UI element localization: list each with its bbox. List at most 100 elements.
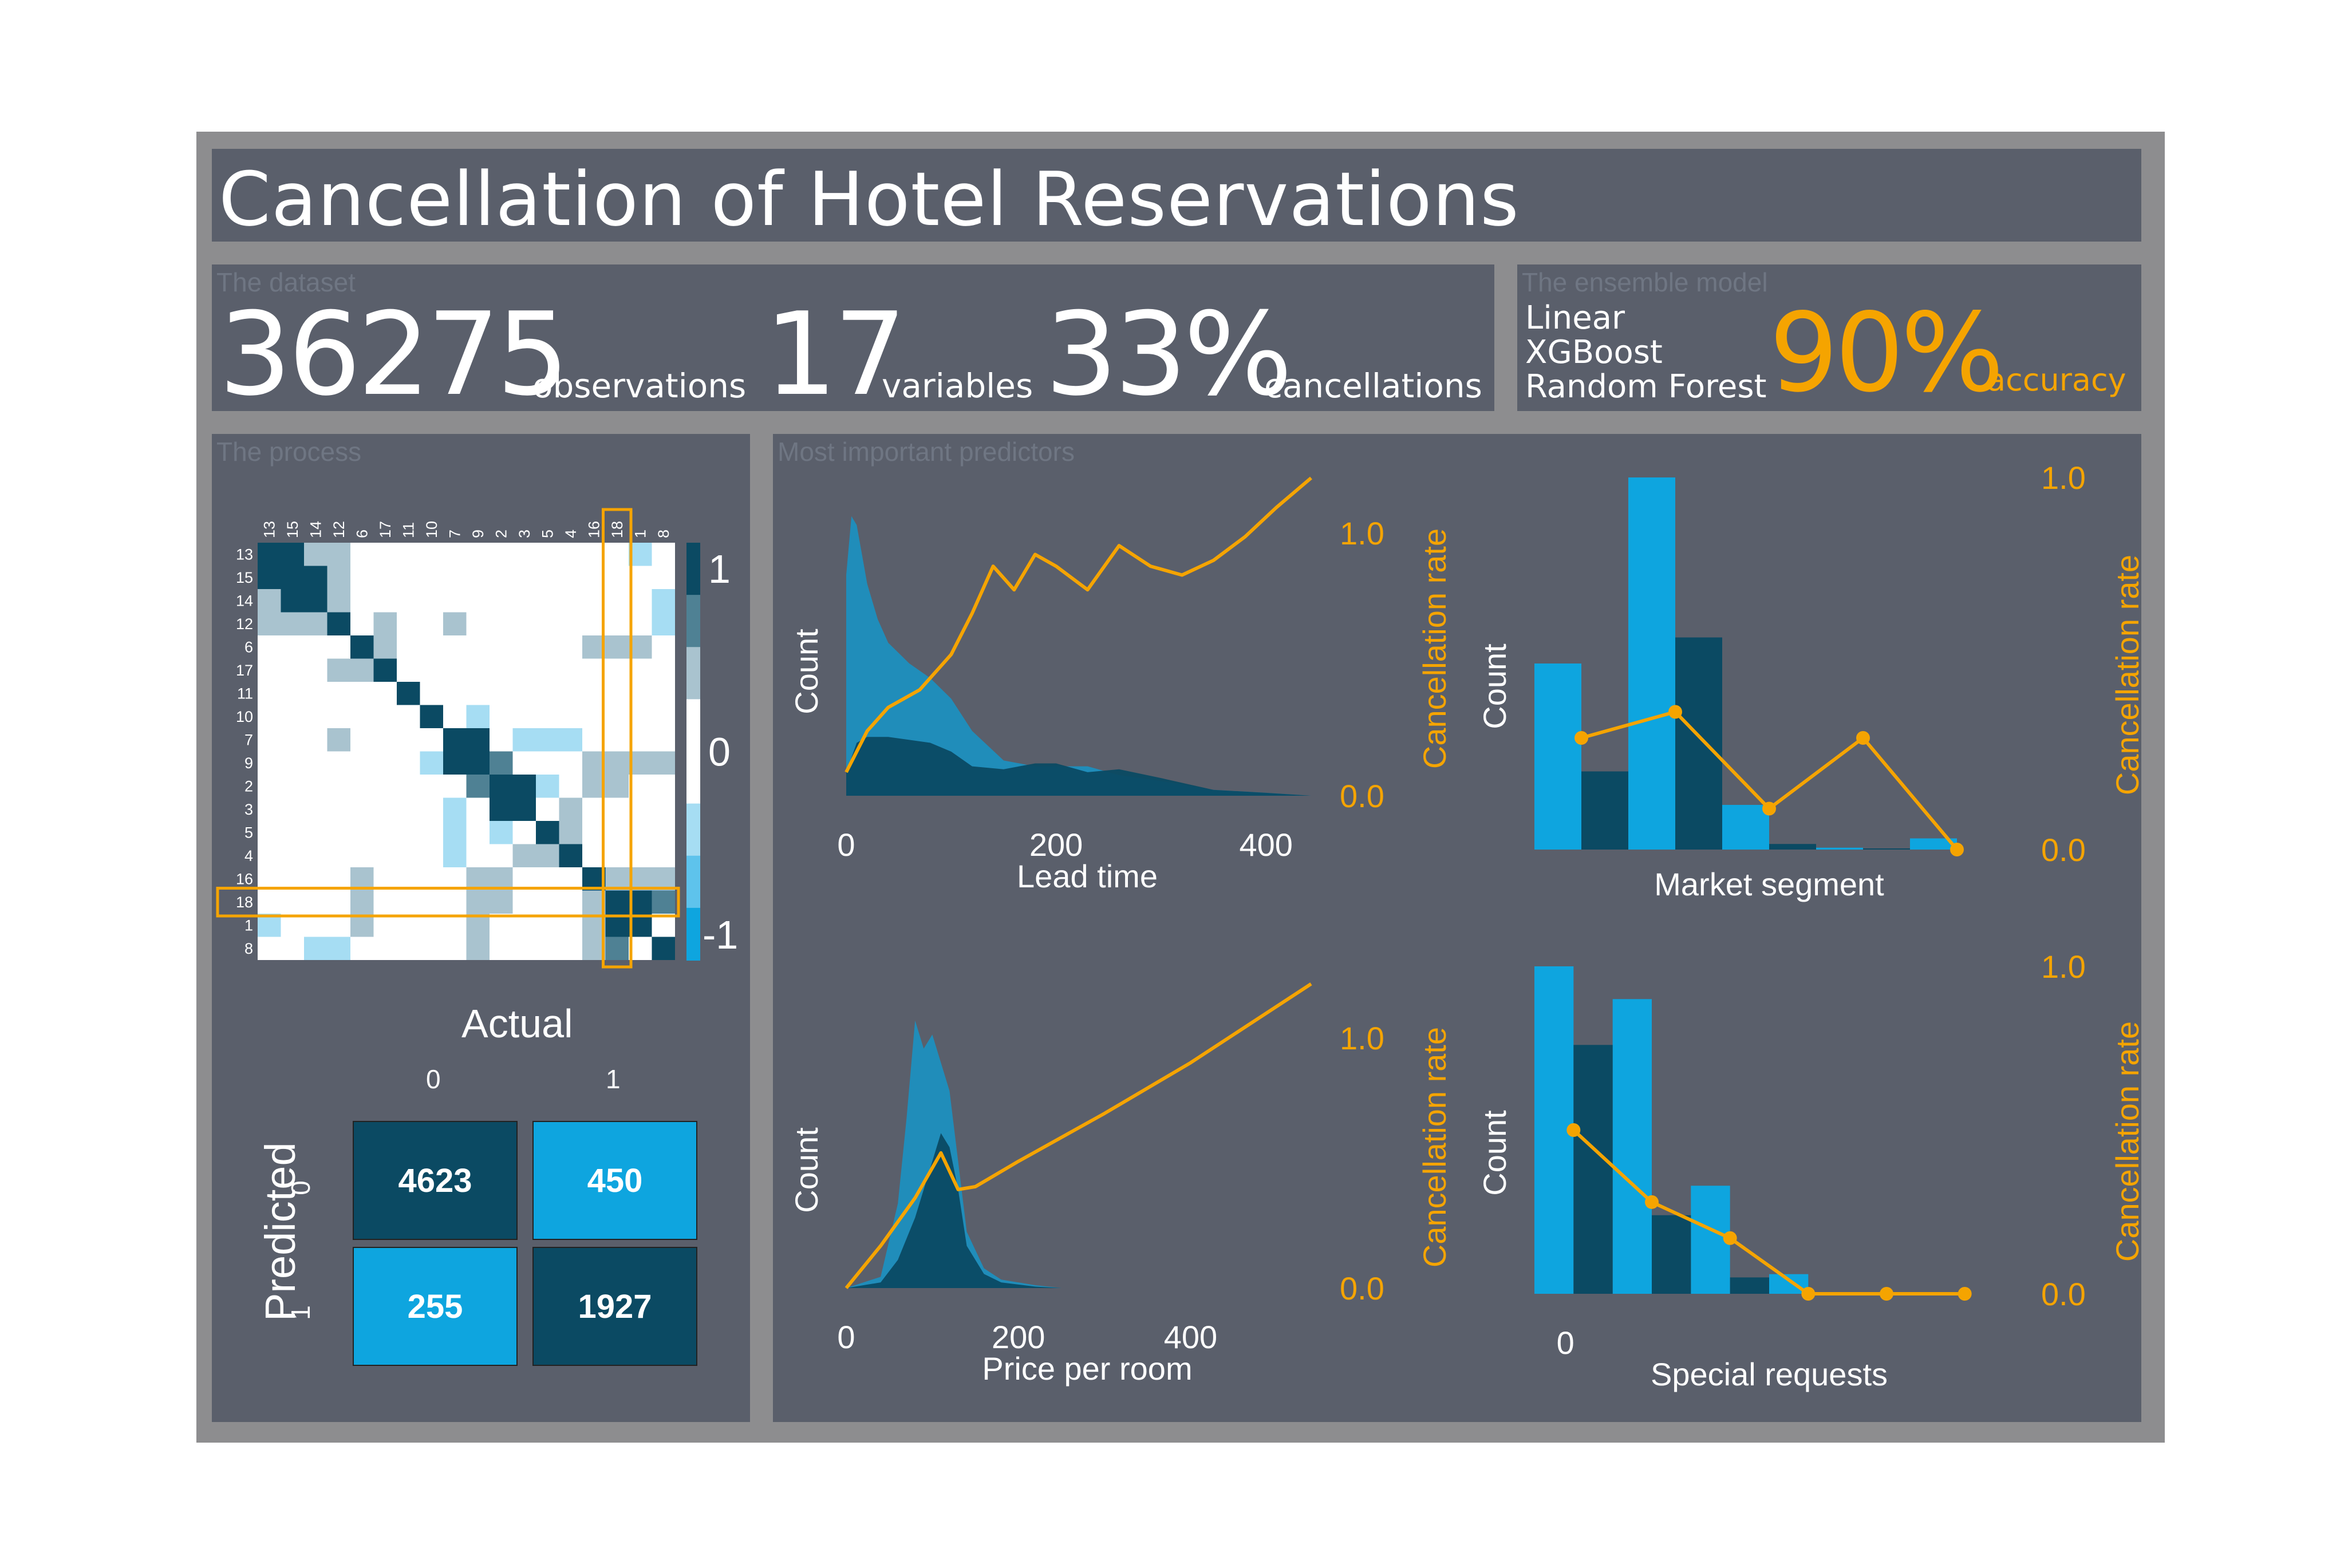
x-tick-label: 400 — [1239, 827, 1292, 863]
x-axis-label: Special requests — [1651, 1356, 1888, 1392]
heatmap-col-label: 7 — [446, 530, 463, 538]
heatmap-cell — [466, 728, 490, 752]
heatmap-cell — [490, 797, 513, 821]
x-axis-label: Price per room — [982, 1350, 1192, 1387]
accuracy-value: 90% — [1769, 290, 2004, 416]
heatmap-row-label: 17 — [236, 662, 253, 679]
heatmap-col-label: 1 — [632, 530, 649, 538]
x-axis-label: Lead time — [1017, 858, 1158, 894]
colorbar-tick: 1 — [708, 547, 731, 591]
heatmap-cell — [443, 751, 467, 775]
bar-cancelled — [1730, 1277, 1769, 1294]
heatmap-cell — [258, 589, 281, 613]
cancellation-rate-point — [1668, 705, 1682, 719]
actual-col-0: 0 — [426, 1064, 441, 1094]
colorbar-segment — [686, 543, 700, 596]
model-xgboost: XGBoost — [1525, 334, 1663, 371]
y2-axis-label: Cancellation rate — [2109, 555, 2141, 795]
density-cancelled-area — [846, 1133, 1061, 1288]
heatmap-cell — [582, 775, 606, 798]
heatmap-cell — [536, 728, 559, 752]
y2-tick-label: 0.0 — [2041, 832, 2086, 868]
heatmap-cell — [629, 867, 652, 891]
x-tick-label: 200 — [992, 1319, 1045, 1355]
x-tick-label: 400 — [1164, 1319, 1217, 1355]
heatmap-row-label: 1 — [244, 917, 253, 934]
correlation-heatmap: 1313151514141212661717111110107799223355… — [216, 508, 738, 969]
heatmap-cell — [605, 775, 629, 798]
heatmap-cell — [490, 867, 513, 891]
heatmap-cell — [281, 589, 304, 613]
heatmap-cell — [559, 844, 582, 867]
heatmap-cell — [327, 543, 350, 566]
heatmap-cell — [281, 612, 304, 635]
heatmap-cell — [397, 682, 420, 705]
heatmap-row-label: 16 — [236, 870, 253, 887]
heatmap-col-label: 12 — [330, 521, 348, 538]
x-axis-label: Market segment — [1654, 866, 1884, 902]
heatmap-cell — [420, 751, 443, 775]
heatmap-cell — [304, 937, 327, 960]
actual-label: Actual — [461, 1001, 573, 1046]
dataset-panel: The dataset 36275 observations 17 variab… — [212, 264, 1494, 412]
heatmap-row-label: 2 — [244, 777, 253, 795]
heatmap-cell — [350, 914, 374, 937]
heatmap-cell — [443, 728, 467, 752]
heatmap-cell — [652, 937, 675, 960]
heatmap-cell — [512, 728, 536, 752]
heatmap-cell — [443, 797, 467, 821]
model-linear: Linear — [1525, 299, 1625, 337]
heatmap-cell — [258, 566, 281, 589]
bar-cancelled — [1769, 844, 1816, 850]
heatmap-row-label: 18 — [236, 894, 253, 911]
cancellation-rate-line — [844, 476, 1312, 773]
model-random-forest: Random Forest — [1525, 368, 1767, 405]
heatmap-cell — [466, 937, 490, 960]
cancellations-unit: cancellations — [1264, 366, 1482, 405]
heatmap-cell — [605, 937, 629, 960]
heatmap-cell — [559, 821, 582, 844]
y-axis-label: Count — [1477, 643, 1513, 729]
ensemble-label: The ensemble model — [1522, 267, 1768, 297]
x-tick-label: 0 — [837, 827, 855, 863]
cancellation-rate-point — [1574, 731, 1588, 745]
predictors-label: Most important predictors — [778, 437, 1075, 467]
colorbar-segment — [686, 907, 700, 961]
heatmap-col-label: 14 — [307, 521, 324, 538]
heatmap-cell — [605, 867, 629, 891]
heatmap-cell — [304, 612, 327, 635]
colorbar-tick: -1 — [703, 913, 738, 957]
density-total-area — [846, 516, 1311, 796]
heatmap-cell — [258, 543, 281, 566]
cancellation-rate-point — [1762, 801, 1776, 816]
observations-unit: observations — [532, 366, 747, 405]
colorbar-tick: 0 — [708, 730, 731, 775]
heatmap-cell — [490, 751, 513, 775]
y2-tick-label: 1.0 — [2041, 949, 2086, 985]
heatmap-cell — [605, 914, 629, 937]
y-axis-label: Count — [1477, 1110, 1513, 1196]
y2-axis-label: Cancellation rate — [1416, 528, 1453, 769]
heatmap-cell — [258, 914, 281, 937]
heatmap-cell — [582, 914, 606, 937]
heatmap-cell — [629, 751, 652, 775]
heatmap-cell — [373, 658, 397, 682]
predicted-row-0: 0 — [285, 1180, 315, 1195]
heatmap-cell — [327, 728, 350, 752]
colorbar-segment — [686, 595, 700, 648]
predictor-charts: 0 200 400 Lead time Count 0.0 1.0 Cancellation … — [788, 460, 2141, 1392]
heatmap-cell — [373, 635, 397, 659]
heatmap-cell — [490, 821, 513, 844]
heatmap-cell — [512, 775, 536, 798]
colorbar-segment — [686, 647, 700, 700]
heatmap-cell — [629, 543, 652, 566]
heatmap-cell — [466, 890, 490, 914]
heatmap-row-label: 6 — [244, 638, 253, 655]
heatmap-cell — [582, 751, 606, 775]
heatmap-cell — [652, 589, 675, 613]
colorbar-segment — [686, 699, 700, 752]
heatmap-cell — [350, 635, 374, 659]
heatmap-cell — [304, 589, 327, 613]
heatmap-cell — [629, 914, 652, 937]
y2-tick-label: 1.0 — [1340, 1020, 1384, 1056]
